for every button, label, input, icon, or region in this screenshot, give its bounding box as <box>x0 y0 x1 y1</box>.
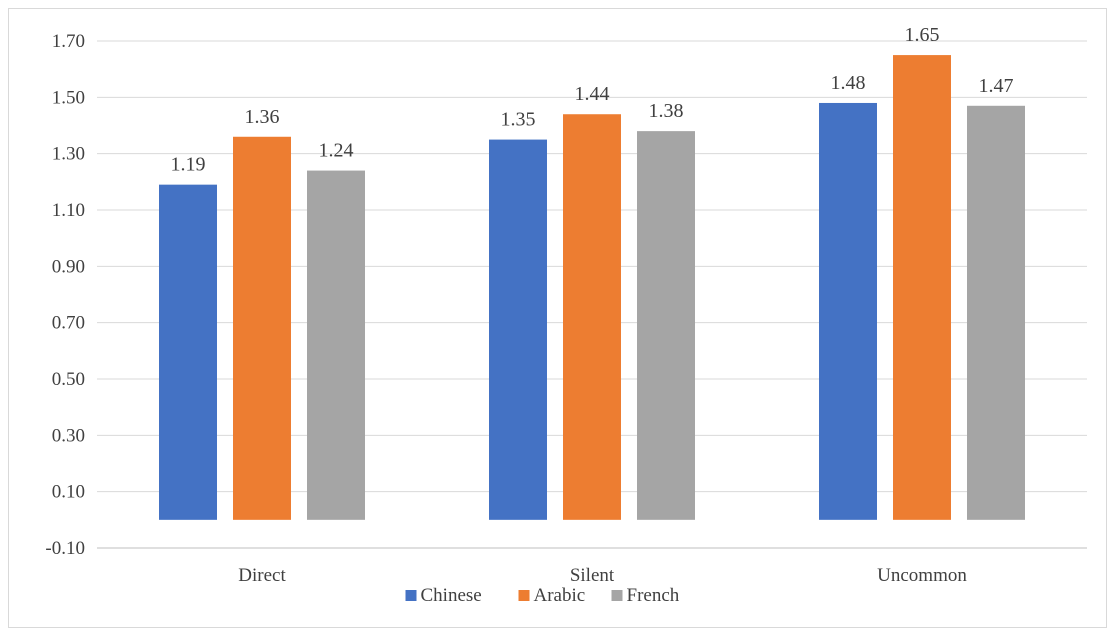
data-label: 1.47 <box>979 75 1014 97</box>
legend-swatch-french <box>611 590 623 601</box>
bar-arabic-uncommon <box>893 55 951 520</box>
y-tick-label: -0.10 <box>45 538 85 559</box>
y-tick-label: 1.70 <box>52 31 85 52</box>
data-label: 1.36 <box>245 106 280 128</box>
y-tick-label: 1.10 <box>52 200 85 221</box>
y-tick-label: 1.30 <box>52 144 85 165</box>
legend: Chinese Arabic French <box>405 585 680 606</box>
bar-french-direct <box>307 170 365 520</box>
x-axis-category-labels: Direct Silent Uncommon <box>238 565 967 586</box>
data-label: 1.38 <box>649 100 684 122</box>
bar-arabic-silent <box>563 114 621 520</box>
y-axis-tick-labels: 1.70 1.50 1.30 1.10 0.90 0.70 0.50 0.30 0.10 -0.1… <box>45 31 85 559</box>
y-tick-label: 0.90 <box>52 256 85 277</box>
x-category-label: Silent <box>570 565 615 586</box>
data-label: 1.35 <box>501 109 536 131</box>
bar-chinese-uncommon <box>819 102 877 520</box>
legend-label-chinese: Chinese <box>421 585 482 606</box>
legend-label-french: French <box>627 585 680 606</box>
bar-french-silent <box>637 131 695 520</box>
legend-swatch-arabic <box>518 590 530 601</box>
x-category-label: Direct <box>238 565 286 586</box>
bar-chinese-silent <box>489 139 547 520</box>
data-label: 1.65 <box>905 24 940 46</box>
data-label: 1.24 <box>319 140 354 162</box>
y-tick-label: 0.10 <box>52 482 85 503</box>
y-tick-label: 0.30 <box>52 425 85 446</box>
bar-french-uncommon <box>967 105 1025 520</box>
y-tick-label: 0.70 <box>52 313 85 334</box>
legend-swatch-chinese <box>405 590 417 601</box>
data-label: 1.44 <box>575 83 610 105</box>
bar-arabic-direct <box>233 136 291 520</box>
x-category-label: Uncommon <box>877 565 967 586</box>
y-tick-label: 0.50 <box>52 369 85 390</box>
data-labels: 1.19 1.36 1.24 1.35 1.44 1.38 1.48 1.65 1.47 <box>171 24 1014 176</box>
legend-label-arabic: Arabic <box>534 585 586 606</box>
bar-chinese-direct <box>159 184 217 520</box>
data-label: 1.19 <box>171 154 206 176</box>
data-label: 1.48 <box>831 72 866 94</box>
bars <box>159 55 1025 520</box>
y-tick-label: 1.50 <box>52 87 85 108</box>
